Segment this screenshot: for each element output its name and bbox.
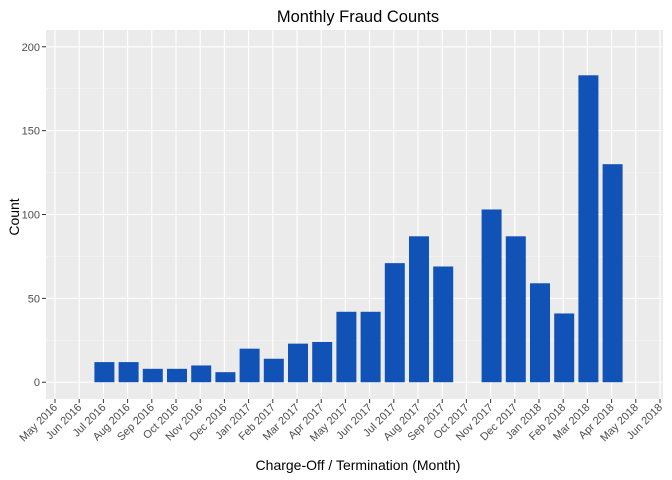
bar — [554, 313, 575, 383]
y-tick-label: 150 — [22, 126, 40, 138]
bar — [433, 266, 454, 383]
bar — [505, 236, 526, 383]
y-tick-label: 200 — [22, 42, 40, 54]
y-axis-title: Count — [6, 198, 22, 235]
bar — [239, 348, 260, 383]
x-axis-title: Charge-Off / Termination (Month) — [256, 457, 461, 473]
y-tick-label: 100 — [22, 210, 40, 222]
bar — [384, 263, 405, 383]
bar — [336, 311, 357, 383]
major-gridlines — [46, 30, 663, 399]
bar — [409, 236, 429, 383]
bar — [288, 343, 308, 383]
bar — [481, 209, 502, 383]
bar — [191, 365, 212, 383]
chart-title: Monthly Fraud Counts — [277, 8, 439, 26]
bar — [360, 311, 381, 383]
bars — [94, 75, 623, 383]
y-tick-label: 50 — [28, 293, 40, 305]
bar — [215, 372, 236, 383]
bar — [263, 358, 284, 383]
bar — [167, 368, 187, 383]
bar — [142, 368, 163, 383]
bar — [94, 362, 115, 383]
y-tick-label: 0 — [34, 377, 40, 389]
bar — [602, 164, 623, 383]
bar — [312, 341, 333, 383]
bar — [530, 283, 550, 383]
bar — [578, 75, 599, 383]
y-axis-ticks: 0 50 100 150 200 — [22, 42, 46, 389]
bar — [118, 362, 139, 383]
